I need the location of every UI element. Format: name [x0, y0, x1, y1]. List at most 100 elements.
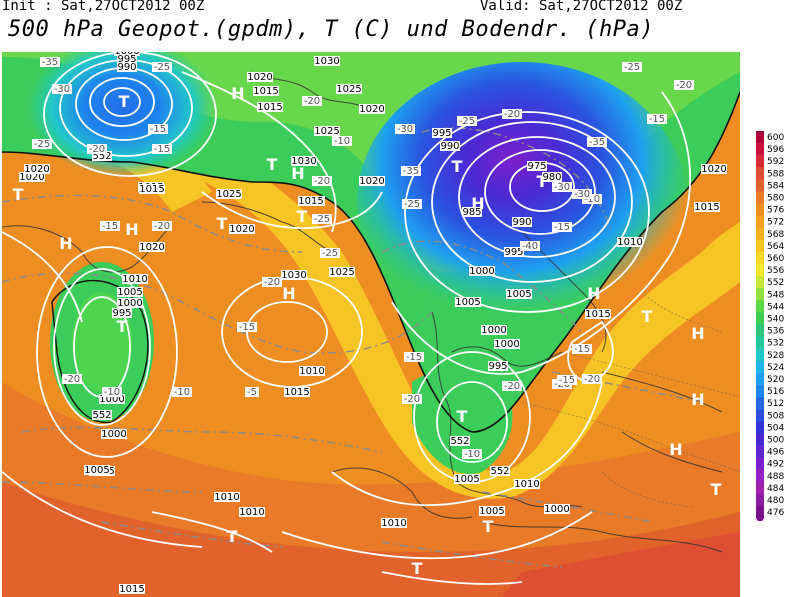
isobar-label: 1025 [336, 84, 361, 95]
low-pressure-centre: T [297, 207, 308, 226]
colorbar-swatch [756, 372, 764, 386]
isotherm-label: -20 [504, 381, 520, 392]
isotherm-label: -20 [264, 277, 280, 288]
isotherm-label: -15 [150, 124, 166, 135]
isobar-label-bg [298, 196, 324, 206]
colorbar-swatch [756, 469, 764, 483]
isobar-label-bg [139, 184, 165, 194]
isobar-label-bg [527, 161, 547, 171]
isobar-label: 1015 [257, 102, 282, 113]
colorbar-level-label: 544 [767, 302, 784, 312]
isobar-label: 995 [117, 54, 136, 65]
isotherm-label-bg [148, 124, 168, 134]
colorbar-level-label: 508 [767, 411, 784, 421]
colorbar-level-label: 540 [767, 315, 784, 325]
isobar-label: 990 [512, 217, 531, 228]
isotherm-label-bg [557, 375, 577, 385]
isobar-label-bg [99, 394, 125, 404]
isobar-label-bg [514, 479, 540, 489]
isobar-label-bg [455, 297, 481, 307]
high-pressure-centre: H [125, 220, 138, 239]
colorbar-swatch [756, 336, 764, 350]
isobar-label: 995 [488, 361, 507, 372]
contour-552-label-bg [92, 151, 112, 161]
isobar-label-bg [284, 387, 310, 397]
isobar-label-bg [544, 504, 570, 514]
isobar-label-bg [469, 266, 495, 276]
isobar-label-bg [117, 298, 143, 308]
isotherm-label-bg [502, 109, 522, 119]
isobar-label-bg [229, 224, 255, 234]
isobar-label: 1000 [481, 325, 506, 336]
contour-552-label-bg [92, 410, 112, 420]
isotherm-label-bg [572, 189, 592, 199]
isotherm-label-bg [152, 221, 172, 231]
isobar-label: 995 [112, 308, 131, 319]
isobar-label-bg [24, 164, 50, 174]
isotherm-label: -25 [322, 248, 338, 259]
isobar-label: 1000 [117, 298, 142, 309]
isotherm-label: -40 [522, 241, 538, 252]
low-pressure-centre: T [217, 214, 228, 233]
colorbar-swatch [756, 191, 764, 205]
low-pressure-centre: T [642, 307, 653, 326]
high-pressure-centre: H [691, 324, 704, 343]
colorbar-level-label: 564 [767, 242, 784, 252]
isobar-label-bg [117, 62, 137, 72]
isotherm-label-bg [457, 116, 477, 126]
low-pressure-centre: T [119, 92, 130, 111]
valid-time: Valid: Sat,27OCT2012 00Z [480, 0, 683, 14]
isotherm-label-bg [647, 114, 667, 124]
contour-552-label: 552 [490, 466, 509, 477]
isobar-label: 1020 [359, 176, 384, 187]
isobar-label-bg [479, 506, 505, 516]
isobar-label: 1015 [253, 86, 278, 97]
isotherm-label-bg [152, 144, 172, 154]
colorbar-swatch [756, 239, 764, 253]
colorbar-swatch [756, 155, 764, 168]
isobar-label: 980 [542, 172, 561, 183]
isobar-label: 990 [440, 141, 459, 152]
isotherm-label: -10 [334, 136, 350, 147]
isobar-label: 1005 [455, 297, 480, 308]
isotherm-label: -15 [154, 144, 170, 155]
isobar-label-bg [117, 54, 137, 64]
isobar-label-bg [117, 287, 143, 297]
isobar-label-bg [494, 339, 520, 349]
isotherm-label: -20 [504, 109, 520, 120]
isobar-label-bg [359, 104, 385, 114]
isobar-label: 1000 [99, 394, 124, 405]
isotherm-label-bg [332, 136, 352, 146]
isobar-label-bg [281, 270, 307, 280]
isotherm-label-bg [320, 248, 340, 258]
isotherm-label-bg [587, 137, 607, 147]
isotherm-label: -15 [406, 352, 422, 363]
colorbar-swatch [756, 421, 764, 434]
isobar-label-bg [701, 164, 727, 174]
isotherm-label: -15 [649, 114, 665, 125]
isobar-label: 1005 [117, 287, 142, 298]
isobar-label: 1015 [585, 309, 610, 320]
colorbar-level-label: 488 [767, 472, 784, 482]
isobar-label: 1010 [299, 366, 324, 377]
isobar-label-bg [253, 86, 279, 96]
colorbar-swatch [756, 457, 764, 471]
high-pressure-centre: H [669, 440, 682, 459]
isobar-label-bg [19, 172, 45, 182]
isobar-label: 1025 [314, 126, 339, 137]
isotherm-label-bg [40, 57, 60, 67]
colorbar-level-label: 500 [767, 436, 784, 446]
isobar-label-bg [214, 492, 240, 502]
high-pressure-centre: H [691, 390, 704, 409]
isotherm-label-bg [302, 96, 322, 106]
isotherm-label: -20 [304, 96, 320, 107]
isotherm-label-bg [52, 84, 72, 94]
isobar-label-bg [694, 202, 720, 212]
isobar-label-bg [359, 176, 385, 186]
isobar-label: 985 [462, 207, 481, 218]
isobar-label: 1000 [494, 339, 519, 350]
isotherm-label: -35 [403, 166, 419, 177]
isobar-label: 995 [432, 128, 451, 139]
isobar-label: 1000 [544, 504, 569, 515]
isotherm-label-bg [172, 387, 192, 397]
